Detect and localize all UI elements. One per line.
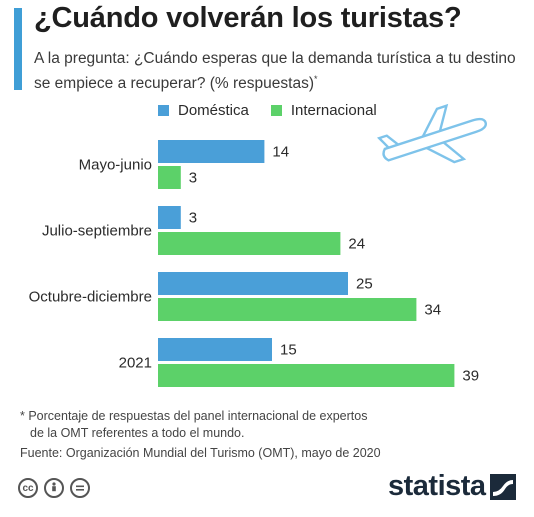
legend-swatch-domestica bbox=[158, 105, 169, 116]
statista-brand[interactable]: statista bbox=[388, 470, 516, 503]
legend-item-domestica: Doméstica bbox=[158, 102, 249, 119]
by-person-icon[interactable] bbox=[44, 478, 64, 498]
subtitle-text: A la pregunta: ¿Cuándo esperas que la de… bbox=[34, 50, 516, 93]
legend-label-internacional: Internacional bbox=[290, 102, 377, 119]
chart-subtitle: A la pregunta: ¿Cuándo esperas que la de… bbox=[34, 48, 526, 94]
legend: Doméstica Internacional bbox=[158, 102, 399, 119]
legend-label-domestica: Doméstica bbox=[178, 102, 249, 119]
cc-icon[interactable]: cc bbox=[18, 478, 38, 498]
category-label: Julio-septiembre bbox=[42, 223, 152, 240]
footnote: * Porcentaje de respuestas del panel int… bbox=[20, 408, 520, 442]
bar-value-label: 34 bbox=[424, 302, 441, 319]
brand-wordmark: statista bbox=[388, 470, 486, 502]
bar-value-label: 15 bbox=[280, 342, 297, 359]
bar-value-label: 25 bbox=[356, 276, 373, 293]
bar-value-label: 3 bbox=[189, 210, 197, 227]
chart-title: ¿Cuándo volverán los turistas? bbox=[34, 2, 462, 34]
legend-swatch-internacional bbox=[270, 105, 282, 116]
category-label: Mayo-junio bbox=[79, 157, 152, 174]
bar-chart: Mayo-junio 14 3 Julio-septiembre 3 24 Octubre-… bbox=[29, 103, 488, 387]
legend-item-internacional: Internacional bbox=[270, 102, 377, 119]
accent-bar bbox=[14, 8, 22, 90]
bar-internacional bbox=[158, 232, 341, 255]
subtitle-asterisk: * bbox=[314, 74, 318, 84]
bar-internacional bbox=[158, 166, 181, 189]
bar-value-label: 3 bbox=[189, 170, 197, 187]
source-note: Fuente: Organización Mundial del Turismo… bbox=[20, 446, 381, 460]
category-label: Octubre-diciembre bbox=[29, 289, 152, 306]
airplane-icon bbox=[376, 103, 488, 164]
footnote-line-1: * Porcentaje de respuestas del panel int… bbox=[20, 409, 368, 423]
bar-internacional bbox=[158, 364, 455, 387]
bar-internacional bbox=[158, 298, 417, 321]
statista-logo-icon bbox=[489, 473, 516, 500]
category-label: 2021 bbox=[119, 355, 152, 372]
nd-equals-icon[interactable] bbox=[70, 478, 90, 498]
bar-domestica bbox=[158, 272, 348, 295]
bar-value-label: 39 bbox=[462, 368, 479, 385]
bar-domestica bbox=[158, 338, 272, 361]
bar-value-label: 14 bbox=[272, 144, 289, 161]
bar-value-label: 24 bbox=[348, 236, 365, 253]
bar-domestica bbox=[158, 206, 181, 229]
footnote-line-2: de la OMT referentes a todo el mundo. bbox=[30, 426, 245, 440]
license-icons: cc bbox=[18, 478, 96, 498]
bar-domestica bbox=[158, 140, 265, 163]
